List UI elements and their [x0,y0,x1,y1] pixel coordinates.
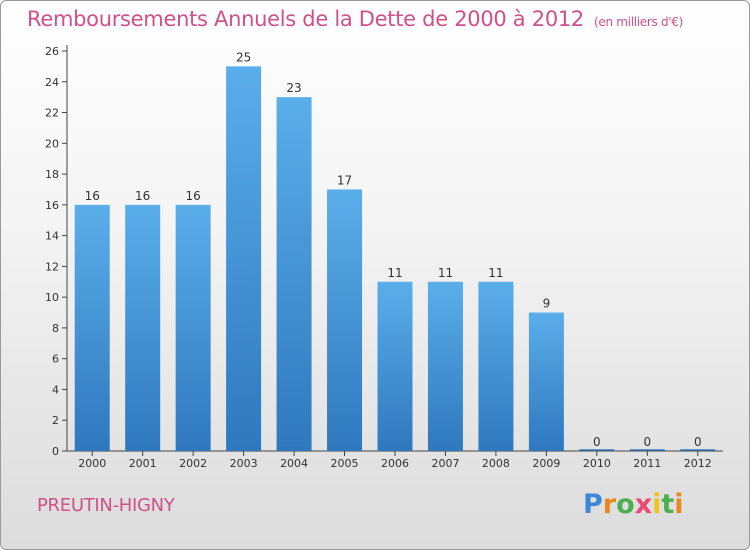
x-tick-label: 2004 [280,457,308,470]
y-tick-label: 22 [45,107,59,120]
x-tick-label: 2002 [179,457,207,470]
y-tick-label: 8 [52,322,59,335]
y-tick-label: 20 [45,137,59,150]
bar-value-label: 11 [438,266,453,280]
bar-value-label: 16 [186,189,201,203]
bar [327,189,363,451]
bar [478,281,514,451]
y-tick-label: 6 [52,353,59,366]
proxiti-logo: Proxiti [583,489,684,520]
x-tick-label: 2005 [331,457,359,470]
bar [226,66,262,451]
x-tick-label: 2003 [230,457,258,470]
bar-value-label: 23 [286,81,301,95]
y-tick-label: 26 [45,45,59,58]
title-text: Remboursements Annuels de la Dette de 20… [27,7,584,31]
bar-value-label: 0 [694,435,702,449]
bar-value-label: 11 [387,266,402,280]
x-tick-label: 2006 [381,457,409,470]
bar-value-label: 25 [236,50,251,64]
bar-value-label: 0 [593,435,601,449]
bar [125,204,161,451]
bar [528,312,564,451]
bar-value-label: 17 [337,173,352,187]
y-tick-label: 2 [52,414,59,427]
y-tick-label: 0 [52,445,59,458]
bar-value-label: 16 [135,189,150,203]
bar [74,204,110,451]
x-tick-label: 2010 [583,457,611,470]
x-tick-label: 2011 [633,457,661,470]
commune-name: PREUTIN-HIGNY [37,495,175,516]
bar-value-label: 16 [85,189,100,203]
bar-value-label: 0 [643,435,651,449]
x-tick-label: 2008 [482,457,510,470]
x-tick-label: 2000 [78,457,106,470]
title-unit: (en milliers d'€) [594,15,684,29]
bar [276,97,312,452]
y-tick-label: 4 [52,383,59,396]
x-tick-label: 2001 [129,457,157,470]
chart-title: Remboursements Annuels de la Dette de 20… [27,7,683,31]
bar-value-label: 9 [543,297,551,311]
y-tick-label: 24 [45,76,59,89]
y-tick-label: 10 [45,291,59,304]
y-tick-label: 12 [45,260,59,273]
y-tick-label: 18 [45,168,59,181]
y-tick-label: 16 [45,199,59,212]
x-tick-label: 2009 [532,457,560,470]
x-tick-label: 2007 [431,457,459,470]
bar [175,204,211,451]
y-tick-label: 14 [45,230,59,243]
bar-value-label: 11 [488,266,503,280]
bar [427,281,463,451]
x-tick-label: 2012 [684,457,712,470]
bar [377,281,413,451]
